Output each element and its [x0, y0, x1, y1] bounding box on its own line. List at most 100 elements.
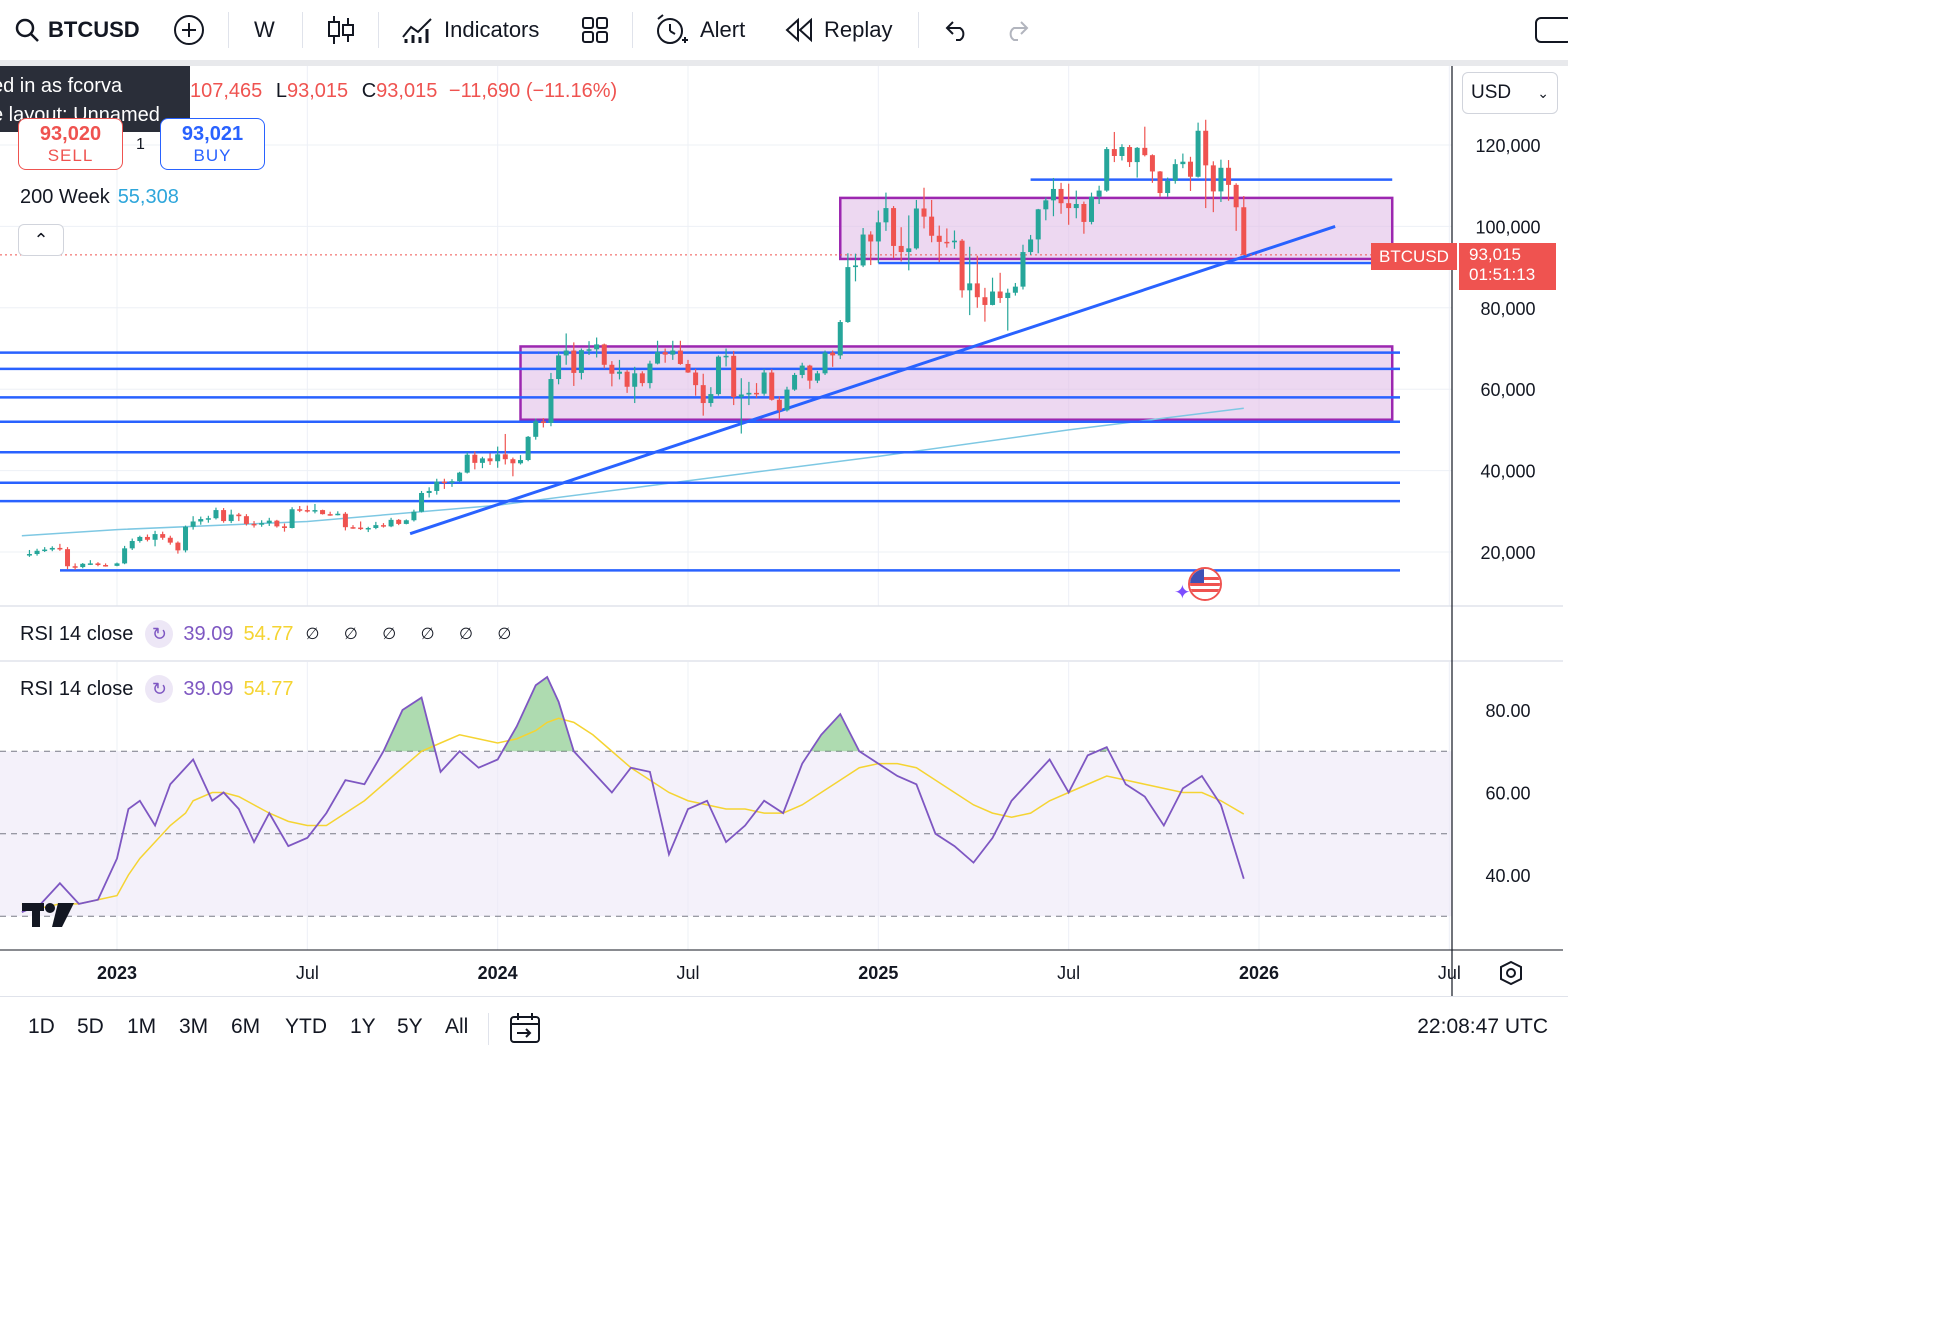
range-all[interactable]: All	[445, 1015, 469, 1038]
candle-body	[510, 459, 516, 464]
close-value: 93,015	[376, 80, 438, 102]
candle-body	[1134, 147, 1140, 163]
chart-canvas[interactable]: 120,000 100,000 80,000 60,000 40,000 20,000 80…	[0, 66, 1563, 996]
candle-body	[1233, 184, 1239, 208]
axis-settings-button[interactable]	[1498, 960, 1524, 991]
ma-label: 200 Week	[20, 186, 110, 208]
toolbar-divider	[228, 12, 229, 48]
candle-body	[1127, 147, 1133, 163]
rsi-legend-2[interactable]: RSI 14 close ↻ 39.09 54.77	[20, 675, 294, 703]
price-pane	[0, 66, 1452, 606]
candle-body	[830, 352, 836, 356]
utc-clock[interactable]: 22:08:47 UTC	[1417, 1015, 1548, 1038]
range-1y[interactable]: 1Y	[350, 1015, 376, 1038]
candle-body	[974, 283, 980, 298]
tradingview-logo	[22, 900, 74, 933]
candle-body	[883, 208, 889, 223]
rsi-line	[21, 675, 1245, 913]
ma-legend[interactable]: 200 Week 55,308	[20, 186, 179, 209]
candle-body	[632, 373, 638, 387]
axes: 120,000 100,000 80,000 60,000 40,000 20,000 80…	[0, 66, 1563, 996]
range-ytd[interactable]: YTD	[285, 1015, 327, 1038]
price-tick-label: 100,000	[1475, 217, 1540, 237]
range-1m[interactable]: 1M	[127, 1015, 157, 1038]
candle-body	[731, 355, 737, 397]
candle-body	[80, 563, 86, 568]
candle-body	[213, 510, 219, 519]
candle-body	[990, 291, 996, 305]
compare-symbol-button[interactable]	[172, 10, 206, 50]
plus-circle-icon	[174, 15, 204, 45]
order-quantity[interactable]: 1	[136, 136, 145, 153]
candle-body	[175, 542, 181, 551]
rsi-overbought-fill	[383, 697, 436, 752]
go-to-date-button[interactable]	[508, 1011, 542, 1050]
replay-button[interactable]: Replay	[784, 10, 892, 50]
ohlc-legend: 107,465 L93,015 C93,015 −11,690 (−11.16%…	[190, 80, 617, 103]
rsi-label: RSI 14 close	[20, 622, 134, 645]
interval-button[interactable]: W	[254, 10, 275, 50]
candle-body	[144, 536, 150, 540]
candle-body	[1187, 161, 1193, 177]
toolbar-divider	[378, 12, 379, 48]
time-tick-label: Jul	[1438, 963, 1461, 983]
candle-body	[426, 490, 432, 493]
candle-body	[982, 297, 988, 305]
candle-body	[1073, 204, 1079, 209]
range-3m[interactable]: 3M	[179, 1015, 209, 1038]
redo-button[interactable]	[1004, 10, 1032, 50]
rsi-legend-1[interactable]: RSI 14 close ↻ 39.09 54.77 ∅ ∅ ∅ ∅ ∅ ∅	[20, 620, 521, 648]
buy-button[interactable]: 93,021 BUY	[160, 118, 265, 170]
candle-body	[403, 520, 409, 524]
range-5d[interactable]: 5D	[77, 1015, 104, 1038]
indicators-button[interactable]: Indicators	[400, 10, 539, 50]
time-tick-label: 2025	[858, 963, 898, 983]
range-6m[interactable]: 6M	[231, 1015, 261, 1038]
candle-body	[693, 372, 699, 386]
candle-body	[1081, 204, 1087, 222]
currency-label: USD	[1471, 82, 1512, 103]
symbol-search-button[interactable]: BTCUSD	[14, 10, 140, 50]
range-1d[interactable]: 1D	[28, 1015, 55, 1038]
candle-body	[715, 356, 721, 395]
undo-button[interactable]	[942, 10, 970, 50]
economic-event-marker[interactable]	[1188, 567, 1222, 601]
rsi-tick-label: 60.00	[1485, 784, 1530, 804]
currency-select[interactable]: USD ⌄	[1462, 72, 1558, 114]
range-5y[interactable]: 5Y	[397, 1015, 423, 1038]
toolbar-divider	[632, 12, 633, 48]
collapse-legend-button[interactable]: ⌃	[18, 224, 64, 256]
candle-body	[1005, 292, 1011, 299]
candle-body	[655, 352, 661, 364]
top-toolbar: BTCUSD W Indicators Alert Replay	[0, 0, 1568, 66]
candle-body	[152, 534, 158, 540]
rsi-ma-value: 54.77	[243, 622, 294, 645]
sell-button[interactable]: 93,020 SELL	[18, 118, 123, 170]
candle-body	[776, 399, 782, 411]
candle-body	[266, 520, 272, 524]
alert-button[interactable]: Alert	[654, 10, 745, 50]
candle-body	[548, 379, 554, 423]
chart-type-button[interactable]	[326, 10, 356, 50]
candle-body	[479, 458, 485, 463]
candle-body	[906, 248, 912, 253]
candle-body	[281, 526, 287, 528]
rsi-overbought-fill	[810, 714, 860, 752]
candle-body	[449, 481, 455, 483]
candle-body	[571, 350, 577, 373]
range-zone	[839, 196, 1394, 261]
candle-body	[891, 208, 897, 246]
candle-body	[1241, 207, 1247, 255]
candle-body	[852, 265, 858, 268]
candle-body	[700, 385, 706, 404]
rsi-overbought-fill	[502, 677, 574, 752]
layouts-button[interactable]	[580, 10, 610, 50]
candle-body	[1020, 252, 1026, 287]
candle-body	[898, 245, 904, 253]
candle-body	[327, 514, 333, 516]
candle-body	[723, 355, 729, 358]
calendar-icon	[510, 1013, 540, 1043]
layout-menu-button[interactable]	[1534, 10, 1568, 50]
rsi-empty-values: ∅ ∅ ∅ ∅ ∅ ∅	[305, 626, 522, 643]
candle-body	[601, 344, 607, 365]
